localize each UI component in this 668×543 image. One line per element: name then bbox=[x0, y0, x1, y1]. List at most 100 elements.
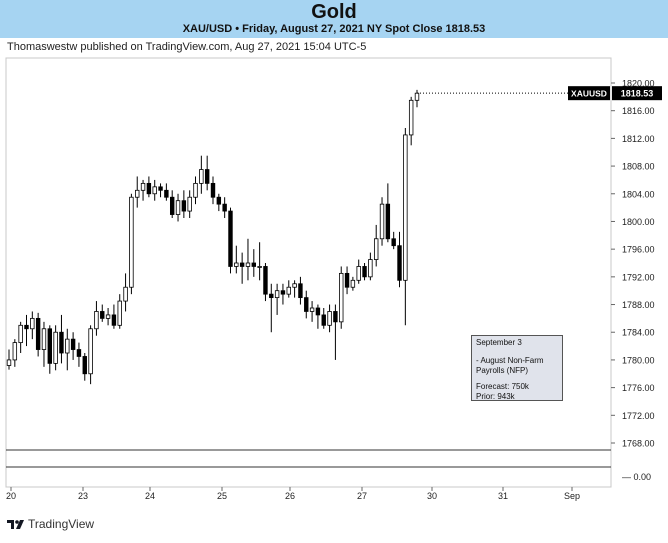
y-tick-label: 1784.00 bbox=[622, 328, 655, 338]
candle bbox=[82, 356, 87, 375]
candle bbox=[234, 262, 239, 267]
y-tick-label: 1808.00 bbox=[622, 162, 655, 172]
y-tick-label: 1768.00 bbox=[622, 439, 655, 449]
candle bbox=[222, 203, 227, 212]
candle bbox=[228, 210, 233, 267]
candle bbox=[53, 331, 58, 364]
candle bbox=[175, 200, 181, 215]
note-prior: Prior: 943k bbox=[476, 392, 515, 401]
x-tick-label: 31 bbox=[498, 491, 508, 501]
candle bbox=[292, 283, 297, 288]
note-date: September 3 bbox=[476, 338, 522, 347]
y-tick-label: 1800.00 bbox=[622, 217, 655, 227]
candle bbox=[356, 266, 361, 281]
x-tick-label: 25 bbox=[217, 491, 227, 501]
candle bbox=[88, 328, 93, 375]
candle bbox=[339, 272, 344, 323]
candle bbox=[35, 317, 41, 350]
x-tick-label: 20 bbox=[6, 491, 16, 501]
candle bbox=[59, 331, 64, 354]
nfp-note-box: September 3 - August Non-Farm Payrolls (… bbox=[471, 335, 563, 401]
candle bbox=[408, 99, 414, 136]
x-tick-label: 24 bbox=[145, 491, 155, 501]
candle bbox=[65, 338, 70, 354]
note-forecast: Forecast: 750k bbox=[476, 382, 529, 391]
x-tick-label: 30 bbox=[427, 491, 437, 501]
axes: 1820.00 1816.00 1812.00 1808.00 1804.00 1800.… bbox=[5, 57, 662, 501]
candle bbox=[304, 297, 309, 312]
note-event-line1: - August Non-Farm bbox=[476, 356, 544, 365]
candle bbox=[344, 272, 350, 288]
candle bbox=[210, 182, 216, 198]
y-tick-label: 1820.00 bbox=[622, 79, 655, 89]
y-tick-label: 1788.00 bbox=[622, 300, 655, 310]
candle bbox=[146, 182, 152, 195]
candle bbox=[123, 286, 128, 302]
candle bbox=[6, 359, 12, 366]
candle bbox=[269, 293, 274, 299]
chart-subtitle: XAU/USD • Friday, August 27, 2021 NY Spo… bbox=[182, 23, 486, 35]
candle bbox=[263, 266, 268, 295]
y-tick-label: 1792.00 bbox=[622, 272, 655, 282]
candle bbox=[76, 349, 82, 357]
candle bbox=[397, 245, 402, 281]
candle bbox=[391, 238, 396, 247]
candle bbox=[403, 134, 408, 281]
candle bbox=[245, 262, 251, 267]
candle bbox=[164, 189, 169, 198]
candle bbox=[321, 314, 326, 326]
x-tick-label: 26 bbox=[285, 491, 295, 501]
candle bbox=[362, 266, 367, 278]
candle bbox=[298, 283, 303, 299]
plot-border bbox=[5, 57, 612, 488]
candle bbox=[286, 286, 291, 295]
x-tick-label: Sep bbox=[564, 491, 580, 501]
price-tag bbox=[612, 86, 662, 101]
candle bbox=[333, 311, 338, 323]
y-tick-label: 1804.00 bbox=[622, 189, 655, 199]
candle bbox=[30, 317, 35, 330]
y-tick-label: 1796.00 bbox=[622, 245, 655, 255]
candles bbox=[6, 89, 420, 385]
candle bbox=[199, 169, 204, 184]
candle bbox=[18, 324, 23, 344]
symbol-tag-label: XAUUSD bbox=[571, 89, 607, 99]
candle bbox=[47, 328, 53, 364]
tradingview-logo-icon bbox=[7, 520, 24, 529]
candle bbox=[41, 328, 47, 350]
candle bbox=[280, 290, 286, 295]
candle bbox=[315, 307, 321, 316]
candle bbox=[274, 290, 280, 299]
y-tick-label: 1776.00 bbox=[622, 383, 655, 393]
candle bbox=[385, 203, 391, 240]
candle bbox=[117, 300, 122, 326]
candle bbox=[257, 266, 262, 268]
candle bbox=[414, 92, 420, 101]
y-tick-label: 1816.00 bbox=[622, 106, 655, 116]
header-banner bbox=[0, 0, 668, 38]
candle bbox=[111, 314, 117, 326]
candle bbox=[24, 324, 29, 330]
symbol-tag bbox=[568, 86, 610, 101]
candle bbox=[368, 259, 373, 278]
candle bbox=[105, 314, 111, 319]
footer[interactable]: TradingView bbox=[7, 517, 94, 531]
candle bbox=[129, 196, 134, 288]
x-tick-label: 27 bbox=[357, 491, 367, 501]
candle bbox=[239, 262, 245, 267]
candle bbox=[152, 186, 157, 195]
footer-brand: TradingView bbox=[28, 517, 95, 531]
candle bbox=[379, 203, 385, 240]
candle bbox=[100, 311, 105, 319]
x-tick-label: 23 bbox=[78, 491, 88, 501]
candle bbox=[169, 196, 175, 215]
candle bbox=[216, 196, 222, 205]
candle bbox=[94, 311, 99, 330]
y-tick-label: 1780.00 bbox=[622, 355, 655, 365]
lower-pane-tick-label: — 0.00 bbox=[622, 472, 651, 482]
chart-title: Gold bbox=[311, 1, 357, 23]
candle bbox=[350, 279, 356, 288]
candle bbox=[140, 182, 146, 191]
